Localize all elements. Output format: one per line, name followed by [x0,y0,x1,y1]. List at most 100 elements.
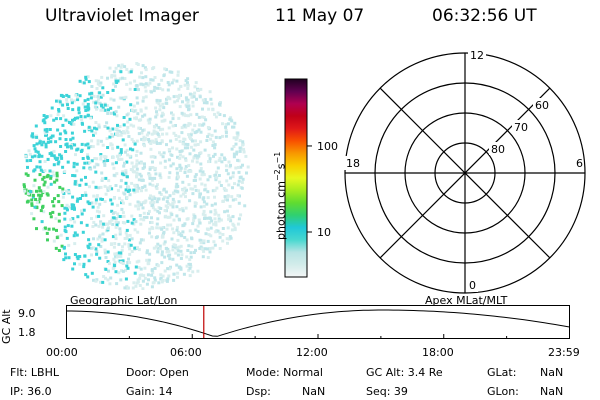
uv-pixel [157,102,161,106]
uv-pixel [179,257,183,260]
mlt-label-12: 12 [470,49,484,62]
uv-pixel [124,231,128,235]
uv-pixel [89,246,93,250]
timeline-frame [66,305,570,339]
uv-pixel [96,139,100,143]
uv-pixel [161,127,165,131]
uv-pixel [98,202,102,206]
uv-pixel [33,154,37,158]
uv-pixel [177,116,181,120]
uv-pixel [79,197,82,200]
uv-pixel [150,221,154,224]
uv-pixel [113,264,117,268]
status-gc-alt: GC Alt: 3.4 Re [366,366,443,379]
uv-pixel [75,255,79,259]
uv-pixel [187,268,191,272]
uv-pixel [141,76,145,80]
uv-pixel [81,230,85,234]
uv-pixel [172,192,176,196]
uv-pixel [45,129,49,133]
uv-pixel [46,238,49,242]
uv-pixel [56,128,60,132]
uv-pixel [86,113,90,117]
uv-pixel [157,134,161,138]
uv-pixel [238,146,242,150]
uv-pixel [168,253,172,257]
uv-pixel [104,256,108,259]
uv-pixel [144,75,148,79]
uv-pixel [211,246,215,250]
uv-pixel [223,210,227,214]
uv-pixel [160,261,164,265]
uv-pixel [142,218,146,222]
uv-pixel [175,171,179,175]
uv-pixel [192,219,196,223]
uv-pixel [59,117,63,121]
uv-pixel [198,177,202,181]
uv-pixel [158,108,162,112]
uv-pixel [24,172,28,176]
uv-pixel [97,243,101,247]
uv-pixel [143,113,147,117]
uv-pixel [76,215,80,219]
uv-pixel [169,139,173,143]
uv-pixel [104,276,107,280]
uv-pixel [169,203,173,207]
uv-pixel [54,246,58,250]
uv-pixel [147,121,151,125]
uv-pixel [198,169,202,173]
uv-pixel [174,137,178,141]
uv-pixel [101,232,105,236]
uv-pixel [175,228,179,232]
uv-pixel [62,258,66,262]
uv-pixel [84,175,87,179]
uv-pixel [114,217,118,220]
uv-pixel [35,142,39,146]
uv-pixel [43,128,47,132]
uv-pixel [152,125,156,128]
uv-pixel [175,147,179,151]
uv-pixel [221,233,225,236]
polar-grid: 12 18 6 0 60 70 80 [344,48,586,294]
uv-pixel [110,218,114,222]
uv-pixel [49,114,53,118]
uv-pixel [186,146,190,150]
uv-pixel [179,233,183,237]
uv-pixel [32,144,36,148]
uv-pixel [202,209,206,213]
uv-pixel [155,200,159,204]
uv-pixel [84,109,88,112]
uv-pixel [29,190,33,194]
uv-pixel [112,173,116,177]
uv-pixel [64,252,67,256]
uv-pixel [184,96,188,100]
uv-pixel [83,129,87,133]
uv-pixel [128,117,132,121]
uv-pixel [32,184,36,188]
uv-pixel [76,257,80,261]
uv-pixel [135,62,139,65]
uv-pixel [64,131,68,135]
uv-pixel [237,170,241,174]
uv-pixel [66,145,69,149]
uv-pixel [94,201,98,205]
uv-pixel [245,171,248,175]
uv-pixel [139,109,143,113]
uv-pixel [198,192,202,196]
uv-pixel [171,146,174,150]
uv-pixel [99,81,103,85]
uv-pixel [43,180,47,184]
uv-pixel [159,161,163,165]
uv-pixel [98,84,102,88]
uv-pixel [117,271,121,275]
uv-pixel [209,226,213,230]
uv-pixel [124,181,128,185]
uv-pixel [224,123,228,126]
uv-pixel [224,164,228,168]
uv-pixel [180,253,184,257]
uv-pixel [143,144,146,148]
uv-pixel [78,183,82,187]
uv-pixel [224,125,228,129]
uv-pixel [120,248,124,252]
uv-pixel [130,181,134,185]
